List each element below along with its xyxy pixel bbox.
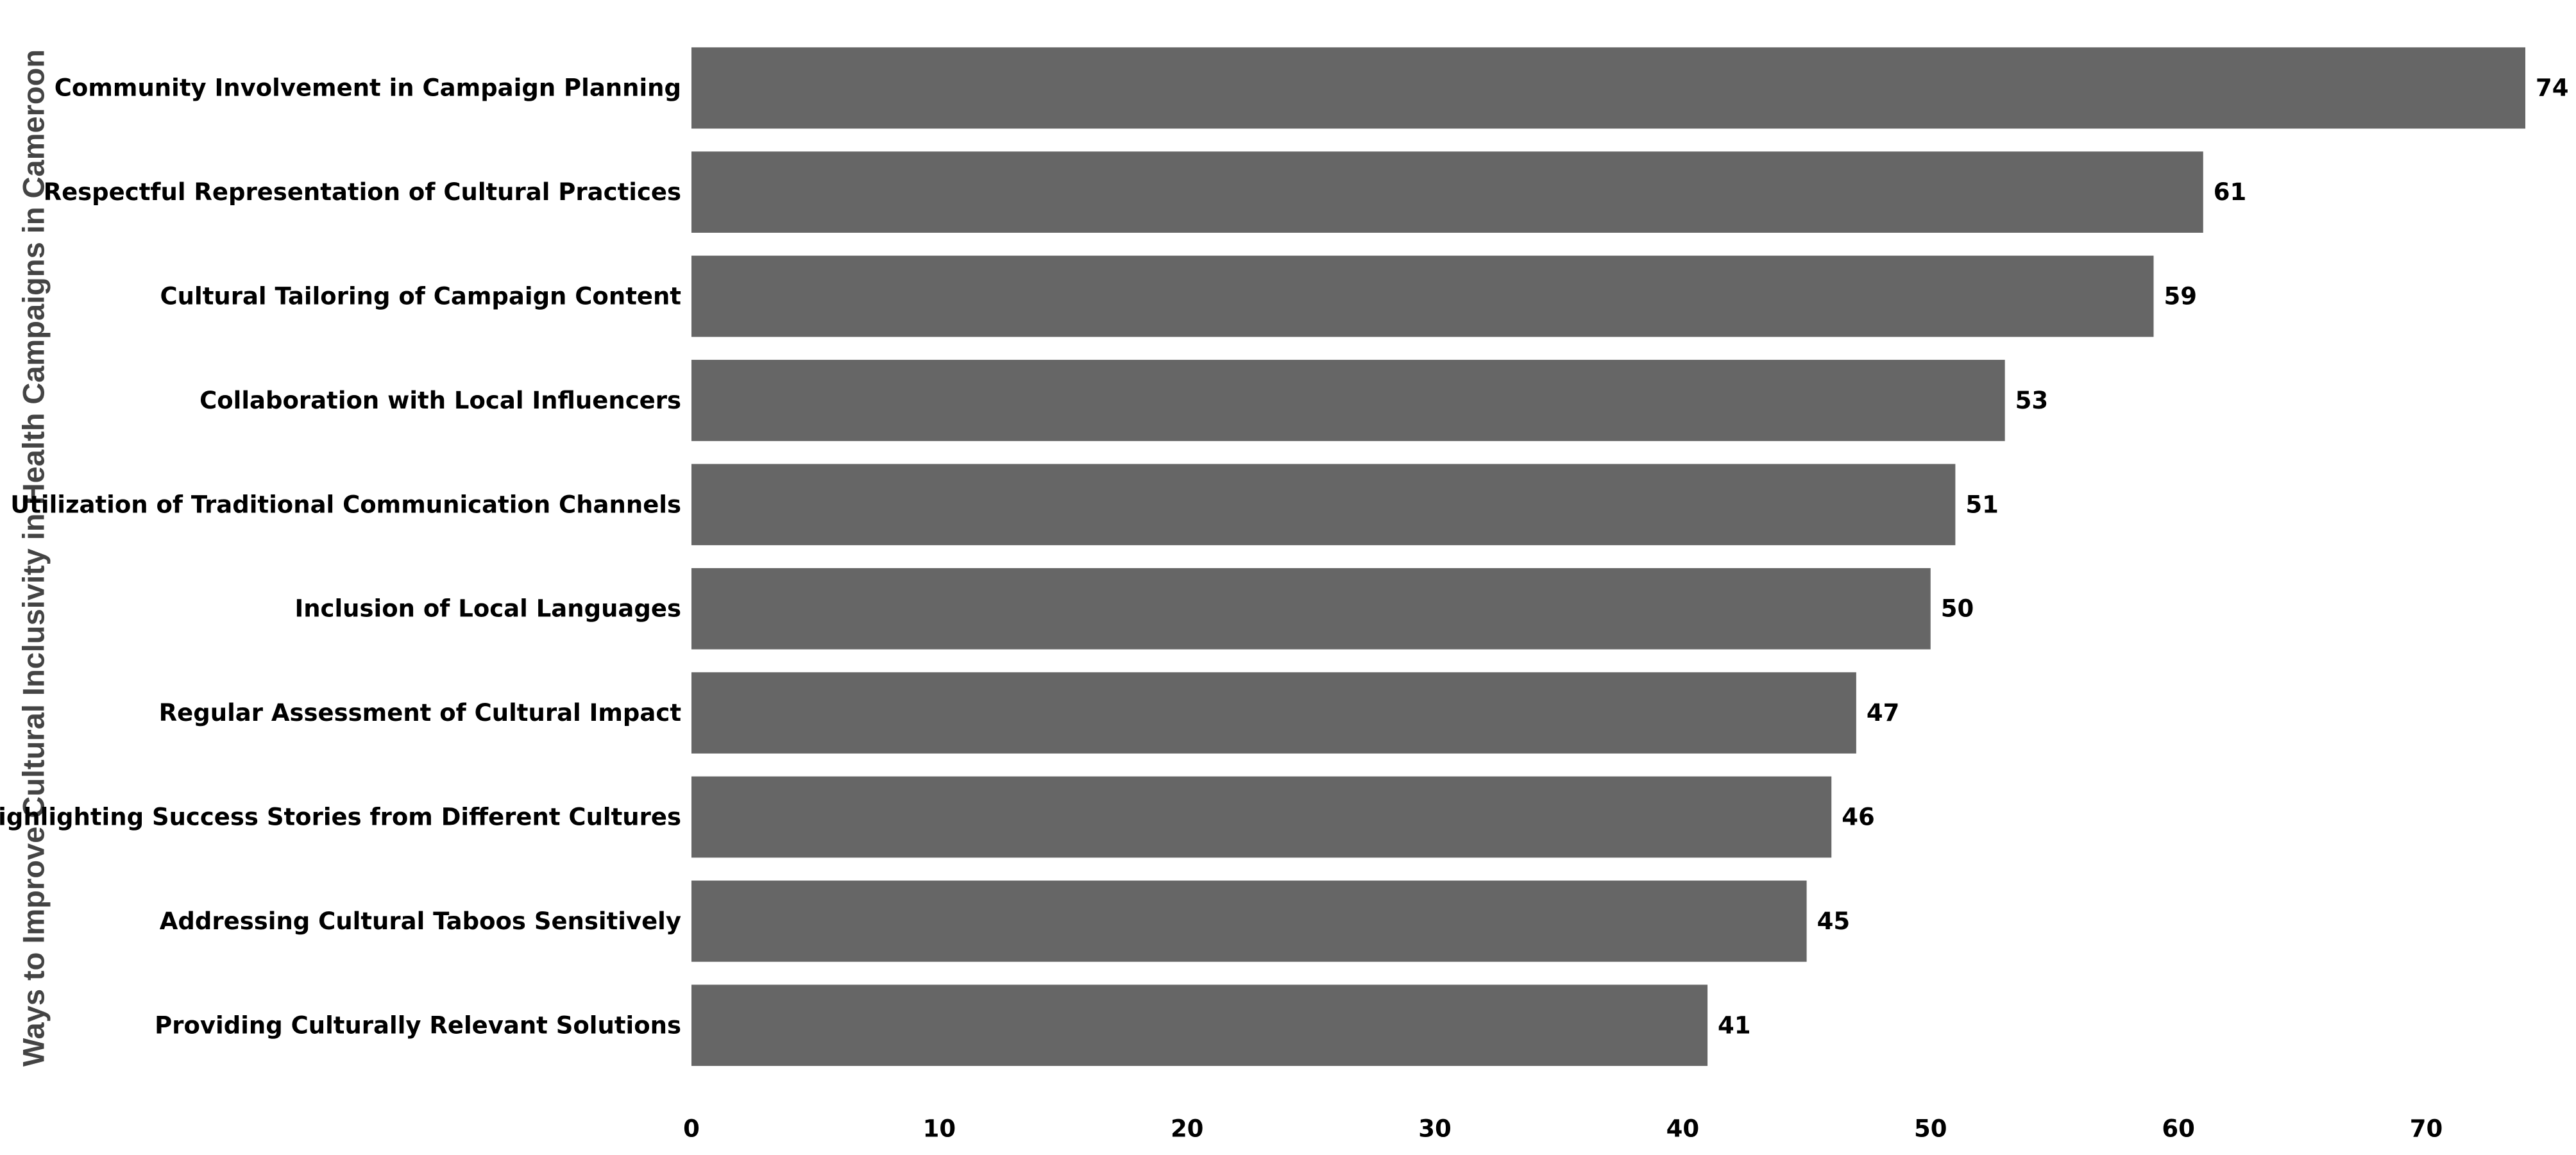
x-tick-label: 30 — [1418, 1115, 1452, 1143]
x-tick-label: 20 — [1171, 1115, 1204, 1143]
y-tick-label: Cultural Tailoring of Campaign Content — [160, 283, 681, 310]
value-label: 47 — [1867, 699, 1900, 727]
y-tick-label: Inclusion of Local Languages — [294, 595, 681, 623]
value-label: 59 — [2164, 283, 2197, 310]
y-tick-label: Collaboration with Local Influencers — [199, 387, 681, 414]
bar — [691, 881, 1807, 962]
y-tick-label: Respectful Representation of Cultural Pr… — [44, 178, 681, 206]
value-label: 51 — [1965, 491, 1999, 518]
bar — [691, 360, 2005, 441]
y-tick-label: Providing Culturally Relevant Solutions — [155, 1011, 681, 1039]
x-tick-label: 60 — [2162, 1115, 2195, 1143]
x-tick-label: 10 — [923, 1115, 956, 1143]
bar — [691, 568, 1931, 650]
value-label: 61 — [2214, 178, 2247, 206]
x-tick-label: 0 — [683, 1115, 700, 1143]
value-label: 45 — [1817, 907, 1851, 935]
x-tick-label: 50 — [1914, 1115, 1947, 1143]
bar — [691, 672, 1856, 754]
x-tick-label: 70 — [2410, 1115, 2443, 1143]
y-axis-title: Ways to Improve Cultural Inclusivity in … — [16, 49, 50, 1066]
y-tick-label: Community Involvement in Campaign Planni… — [55, 74, 681, 102]
value-label: 74 — [2536, 74, 2569, 102]
bar — [691, 151, 2203, 233]
y-tick-label: Utilization of Traditional Communication… — [10, 491, 681, 518]
y-tick-label: Regular Assessment of Cultural Impact — [159, 699, 681, 727]
value-label: 53 — [2015, 387, 2049, 414]
value-label: 41 — [1718, 1011, 1751, 1039]
value-label: 50 — [1941, 595, 1974, 623]
x-tick-label: 40 — [1666, 1115, 1700, 1143]
bar — [691, 47, 2525, 129]
bar — [691, 776, 1832, 858]
value-label: 46 — [1842, 804, 1875, 831]
bar — [691, 464, 1956, 546]
y-tick-label: Highlighting Success Stories from Differ… — [0, 804, 681, 831]
bar — [691, 255, 2154, 337]
bar — [691, 984, 1708, 1066]
y-tick-label: Addressing Cultural Taboos Sensitively — [160, 907, 681, 935]
